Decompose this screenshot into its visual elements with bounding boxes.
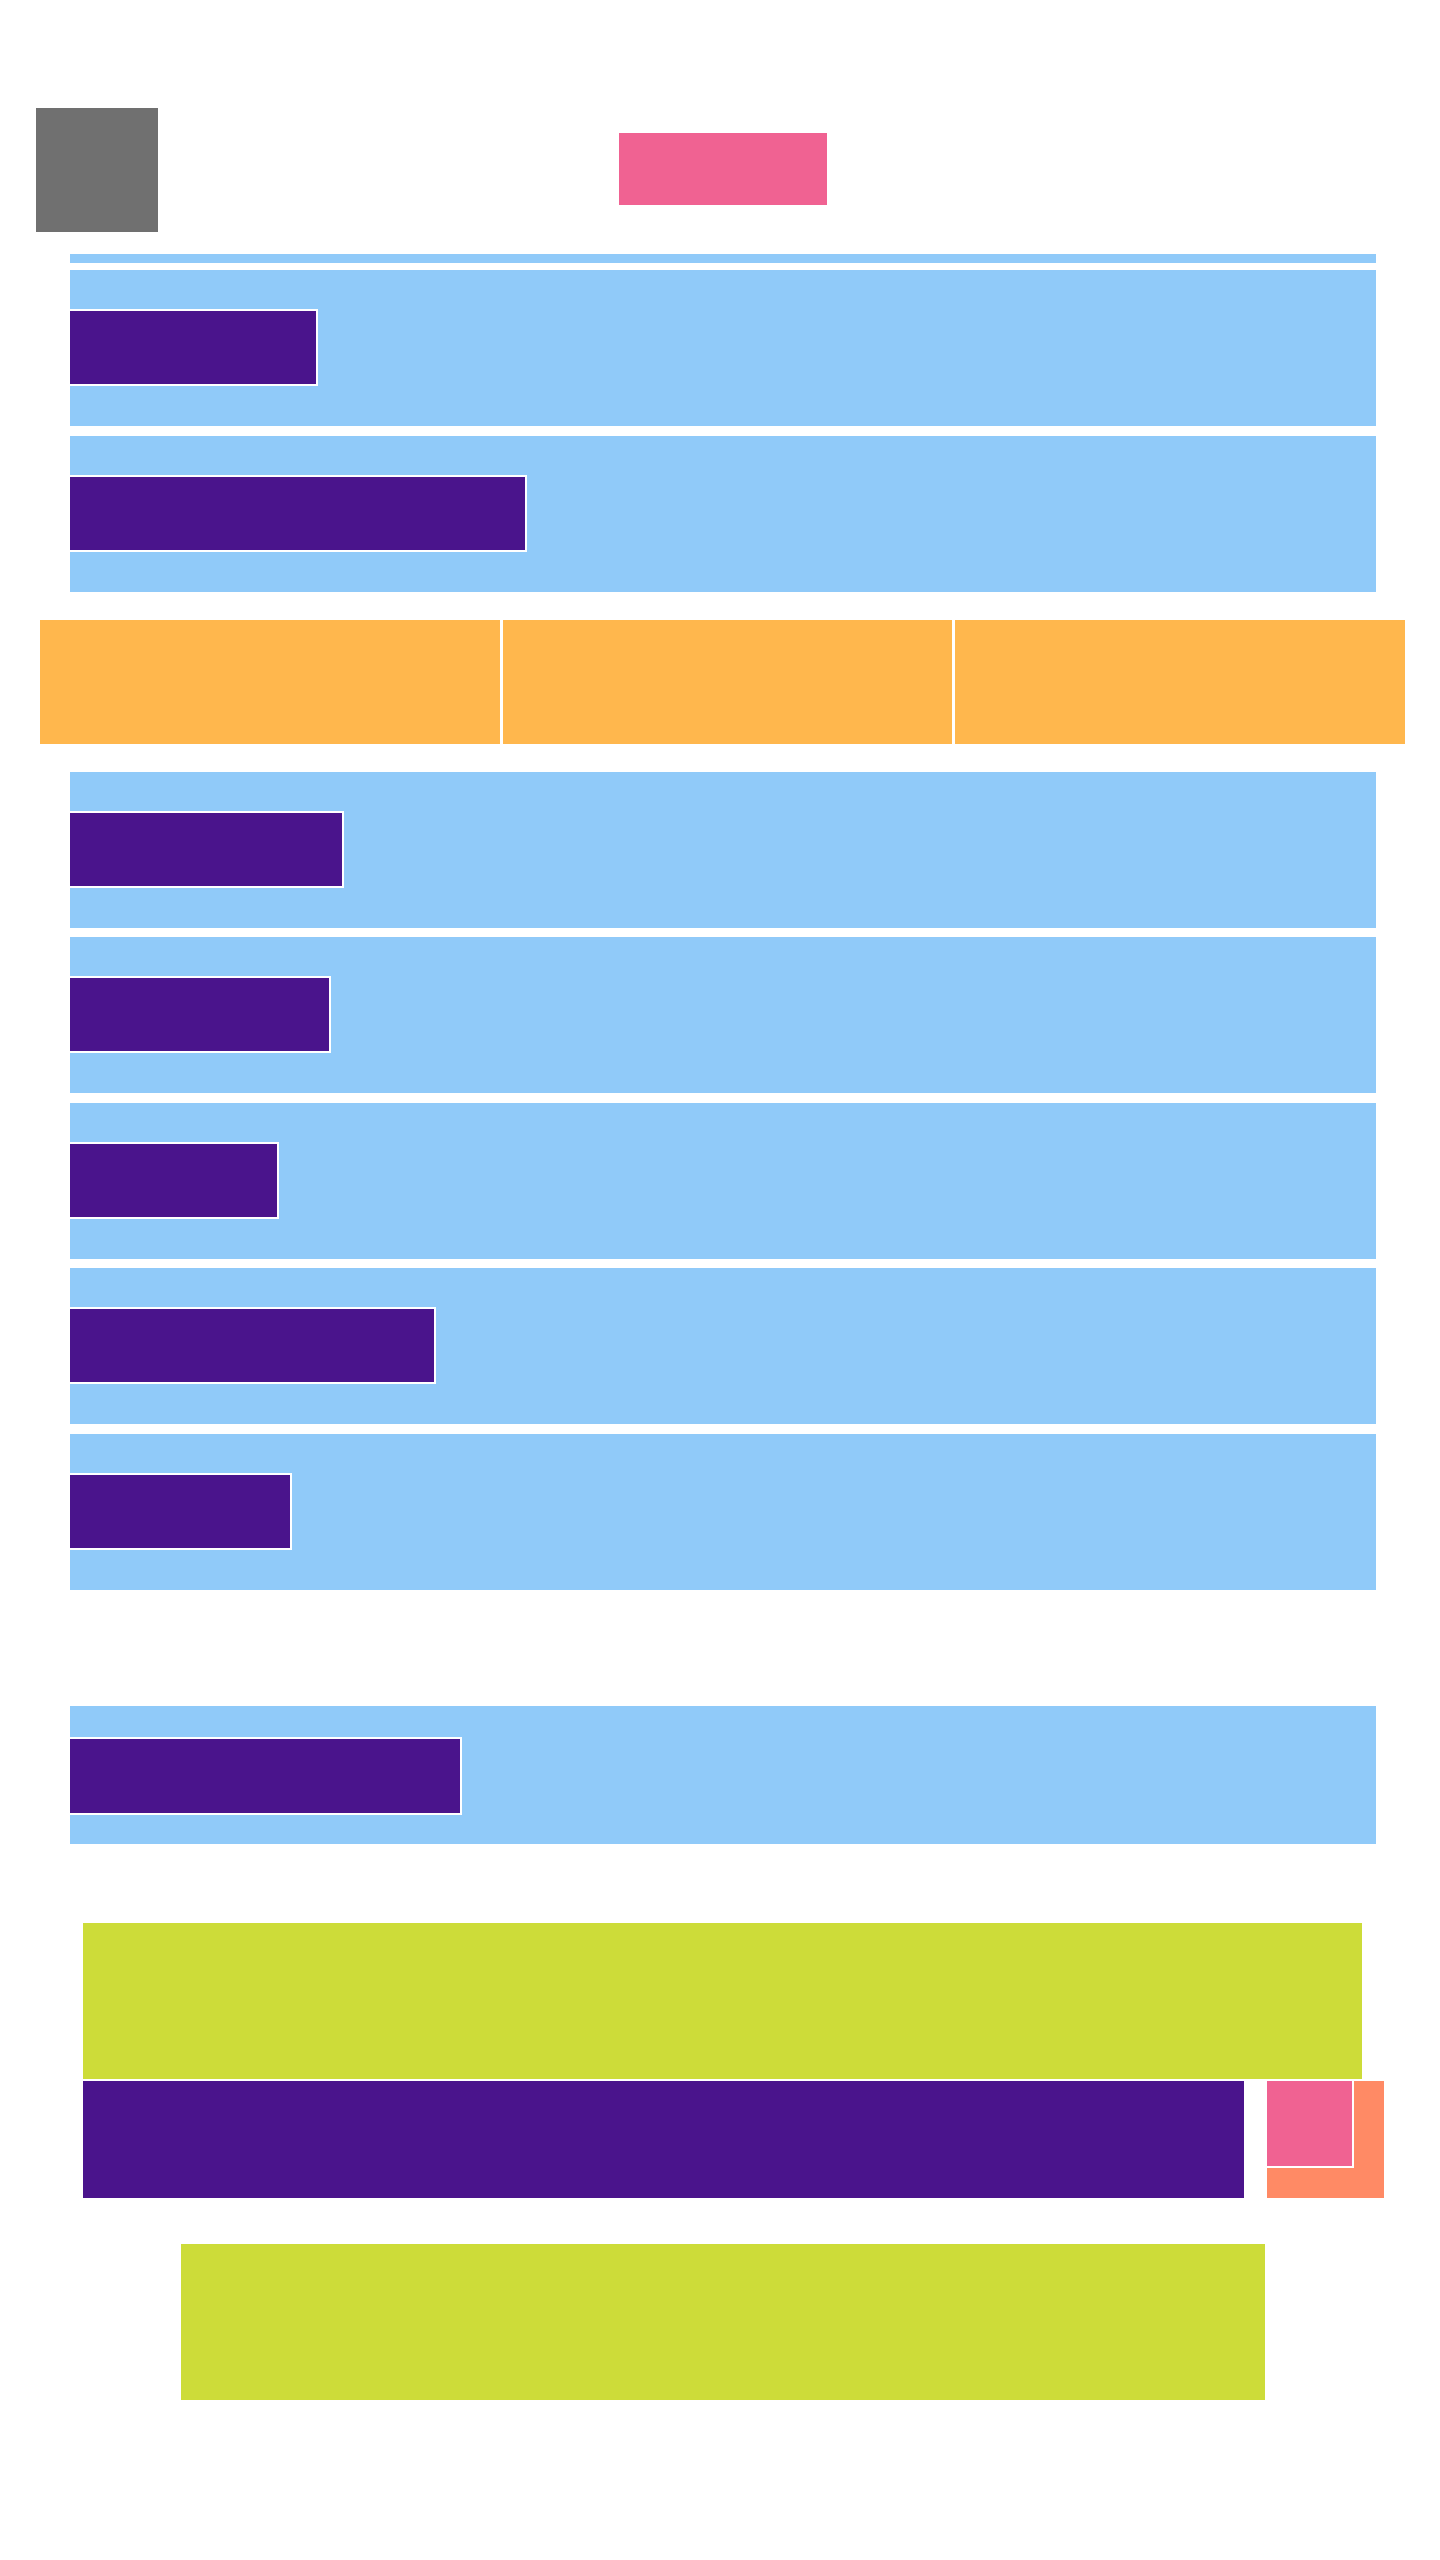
list-item-label: [70, 811, 344, 888]
list-item[interactable]: [70, 772, 1376, 928]
list-item-label: [70, 1142, 279, 1219]
list-item[interactable]: [70, 937, 1376, 1093]
list-item[interactable]: [70, 1434, 1376, 1590]
tab-bar: [40, 620, 1405, 744]
list-item-label: [70, 475, 527, 552]
header-divider: [70, 254, 1376, 263]
menu-block-icon[interactable]: [36, 108, 158, 232]
list-item-label: [70, 1473, 292, 1550]
tab-1[interactable]: [40, 620, 500, 744]
list-item-label: [70, 1737, 462, 1815]
list-item-label: [70, 976, 331, 1053]
footer-banner-bottom: [181, 2244, 1265, 2400]
list-item[interactable]: [70, 436, 1376, 592]
list-item[interactable]: [70, 1706, 1376, 1844]
list-item[interactable]: [70, 1103, 1376, 1259]
list-item-label: [70, 309, 318, 386]
tab-3[interactable]: [952, 620, 1405, 744]
footer-input-bar[interactable]: [83, 2081, 1244, 2198]
tab-2[interactable]: [500, 620, 952, 744]
primary-action-button[interactable]: [619, 133, 827, 205]
footer-banner-top: [83, 1923, 1362, 2079]
list-item-label: [70, 1307, 436, 1384]
submit-icon: [1267, 2081, 1354, 2168]
list-item[interactable]: [70, 1268, 1376, 1424]
list-item[interactable]: [70, 270, 1376, 426]
